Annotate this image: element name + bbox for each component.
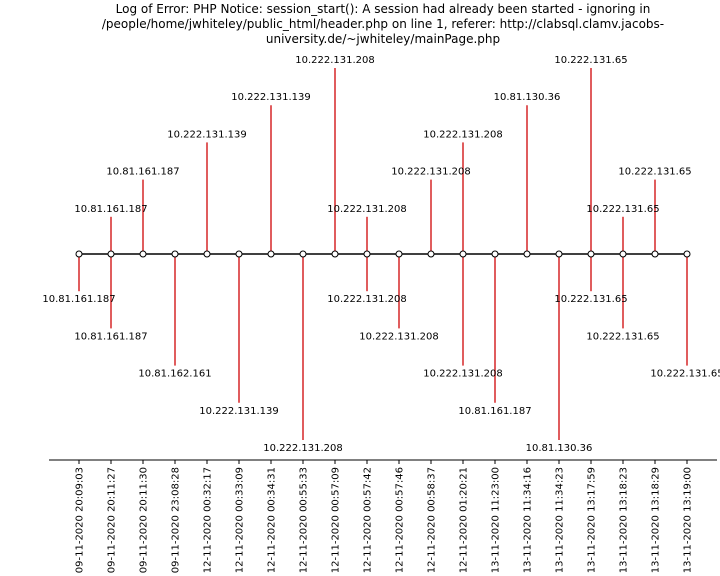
x-tick-label: 13-11-2020 11:34:16 xyxy=(523,467,534,573)
timeline-marker xyxy=(299,250,307,258)
event-label: 10.81.130.36 xyxy=(494,92,561,103)
x-tick-label: 12-11-2020 01:20:21 xyxy=(459,467,470,573)
event-label: 10.222.131.65 xyxy=(650,369,720,380)
event-label: 10.222.131.208 xyxy=(295,55,375,66)
timeline-marker xyxy=(555,250,563,258)
event-label: 10.222.131.208 xyxy=(391,167,471,178)
event-label: 10.222.131.65 xyxy=(586,204,659,215)
timeline-marker xyxy=(107,250,115,258)
x-tick-label: 12-11-2020 00:57:42 xyxy=(363,467,374,573)
labels-layer: 10.81.161.187 10.81.161.187 10.81.161.187 1… xyxy=(42,55,720,454)
timeline-marker xyxy=(235,250,243,258)
timeline-marker xyxy=(363,250,371,258)
event-label: 10.222.131.208 xyxy=(327,294,407,305)
timeline-marker xyxy=(267,250,275,258)
x-tick-label: 09-11-2020 20:11:27 xyxy=(107,467,118,573)
event-label: 10.222.131.208 xyxy=(423,369,503,380)
x-tick-label: 13-11-2020 13:17:59 xyxy=(587,467,598,573)
timeline-marker xyxy=(619,250,627,258)
timeline-marker xyxy=(587,250,595,258)
event-label: 10.81.161.187 xyxy=(74,204,147,215)
event-label: 10.222.131.208 xyxy=(327,204,407,215)
x-axis: 09-11-2020 20:09:03 09-11-2020 20:11:27 09… xyxy=(49,459,717,573)
x-tick-label: 09-11-2020 23:08:28 xyxy=(171,467,182,573)
event-label: 10.81.130.36 xyxy=(526,443,593,454)
timeline-marker xyxy=(139,250,147,258)
timeline-marker xyxy=(683,250,691,258)
event-label: 10.81.161.187 xyxy=(42,294,115,305)
event-label: 10.81.161.187 xyxy=(458,406,531,417)
event-label: 10.222.131.208 xyxy=(263,443,343,454)
timeline-marker xyxy=(171,250,179,258)
x-tick-label: 13-11-2020 13:18:23 xyxy=(619,467,630,573)
timeline-marker xyxy=(491,250,499,258)
event-label: 10.222.131.208 xyxy=(359,331,439,342)
event-label: 10.222.131.65 xyxy=(618,167,691,178)
event-label: 10.222.131.139 xyxy=(167,129,247,140)
x-tick-label: 09-11-2020 20:11:30 xyxy=(139,467,150,573)
x-tick-label: 12-11-2020 00:55:33 xyxy=(299,467,310,573)
x-tick-label: 13-11-2020 11:34:23 xyxy=(555,467,566,573)
event-label: 10.81.161.187 xyxy=(74,331,147,342)
timeline-marker xyxy=(523,250,531,258)
timeline-marker xyxy=(331,250,339,258)
event-label: 10.81.161.187 xyxy=(106,167,179,178)
x-tick-label: 13-11-2020 11:23:00 xyxy=(491,467,502,573)
x-tick-label: 12-11-2020 00:33:09 xyxy=(235,467,246,573)
timeline-marker xyxy=(75,250,83,258)
event-label: 10.222.131.139 xyxy=(199,406,279,417)
x-tick-label: 13-11-2020 13:18:29 xyxy=(651,467,662,573)
event-label: 10.222.131.65 xyxy=(554,294,627,305)
event-label: 10.222.131.208 xyxy=(423,129,503,140)
x-tick-label: 12-11-2020 00:58:37 xyxy=(427,467,438,573)
event-label: 10.222.131.139 xyxy=(231,92,311,103)
x-tick-label: 12-11-2020 00:34:31 xyxy=(267,467,278,573)
x-tick-label: 12-11-2020 00:57:09 xyxy=(331,467,342,573)
x-tick-label: 12-11-2020 00:32:17 xyxy=(203,467,214,573)
stems-layer xyxy=(78,68,688,440)
x-tick-label: 09-11-2020 20:09:03 xyxy=(75,467,86,573)
chart-title: Log of Error: PHP Notice: session_start(… xyxy=(101,2,665,46)
timeline-marker xyxy=(427,250,435,258)
event-label: 10.81.162.161 xyxy=(138,369,211,380)
timeline-marker xyxy=(459,250,467,258)
timeline-marker xyxy=(203,250,211,258)
x-tick-label: 13-11-2020 13:19:00 xyxy=(683,467,694,573)
markers-layer xyxy=(75,250,691,258)
timeline-marker xyxy=(395,250,403,258)
x-tick-label: 12-11-2020 00:57:46 xyxy=(395,467,406,573)
timeline-marker xyxy=(651,250,659,258)
event-label: 10.222.131.65 xyxy=(586,331,659,342)
event-label: 10.222.131.65 xyxy=(554,55,627,66)
